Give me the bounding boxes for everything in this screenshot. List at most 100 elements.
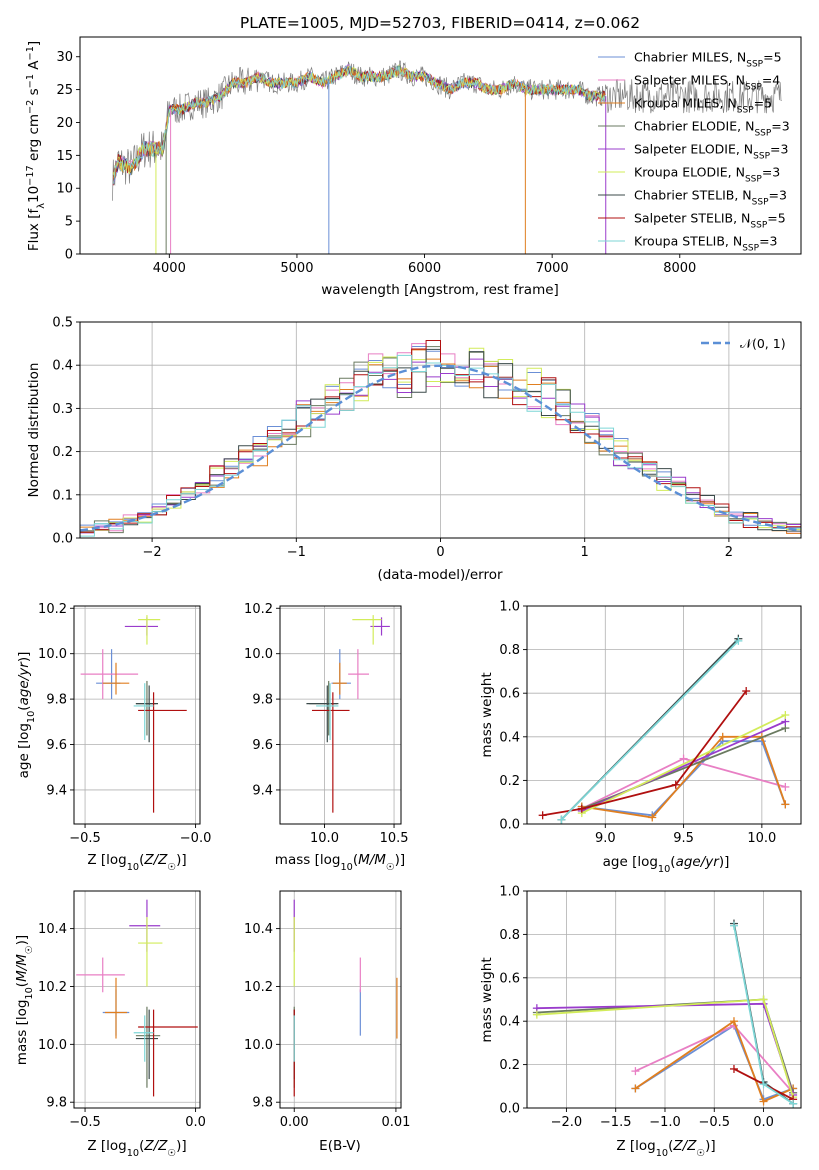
mass-weight-line — [581, 714, 786, 814]
y-tick-label: 0.3 — [52, 402, 73, 417]
y-tick-label: 30 — [56, 50, 73, 65]
y-tick-label: 10.4 — [244, 922, 273, 937]
age-vs-metallicity-panel: −0.5 −0.0 9.4 9.6 9.8 10.0 10.2 — [38, 602, 211, 846]
model-spectrum-line — [112, 65, 606, 181]
plot-area — [532, 919, 798, 1108]
model-spectrum-line — [112, 65, 606, 184]
y-tick-label: 10.0 — [38, 1038, 67, 1053]
x-tick-label: 2 — [725, 545, 733, 560]
y-tick-label: 0.8 — [499, 643, 520, 658]
y-tick-label: 0.4 — [499, 1015, 520, 1030]
weight-vs-metallicity-panel: −2.0 −1.5 −1.0 −0.5 0.0 0.0 0.2 0.4 0.6 0.8 1.0 — [499, 885, 802, 1130]
axes-frame — [73, 605, 201, 825]
plot-area — [112, 60, 782, 254]
y-tick-label: 9.6 — [252, 738, 273, 753]
x-tick-label: −0.0 — [180, 831, 212, 846]
mass-weight-line — [542, 690, 747, 817]
axes-frame — [73, 890, 201, 1109]
y-tick-label: 0.4 — [499, 730, 520, 745]
plot-area — [76, 899, 198, 1097]
y-axis-label: mass weight — [479, 957, 495, 1042]
x-tick-label: −2.0 — [551, 1115, 583, 1130]
y-tick-label: 10.2 — [244, 602, 273, 617]
legend-label: Kroupa STELIB, NSSP=3 — [634, 234, 778, 254]
y-tick-label: 0.4 — [52, 359, 73, 374]
y-tick-label: 9.8 — [252, 693, 273, 708]
plot-area — [80, 615, 187, 813]
legend-label: Chabrier ELODIE, NSSP=3 — [634, 119, 790, 139]
mass-weight-line — [634, 1019, 794, 1103]
legend-label: Chabrier STELIB, NSSP=3 — [634, 188, 787, 208]
y-tick-label: 10.2 — [38, 980, 67, 995]
y-axis-label: age [log10(age/yr)] — [16, 652, 37, 779]
y-tick-label: 9.4 — [252, 783, 273, 798]
legend-label: 𝒩(0, 1) — [740, 336, 786, 351]
y-axis-label: mass weight — [479, 672, 495, 757]
y-tick-label: 15 — [56, 149, 73, 164]
x-axis-label: (data-model)/error — [377, 567, 503, 583]
axes-frame — [526, 605, 802, 825]
legend-label: Salpeter ELODIE, NSSP=3 — [634, 142, 788, 162]
x-tick-label: 9.0 — [595, 831, 616, 846]
legend-label: Kroupa ELODIE, NSSP=3 — [634, 165, 780, 185]
spectrum-legend: Chabrier MILES, NSSP=5 Salpeter MILES, NS… — [598, 50, 790, 254]
plot-area — [80, 339, 801, 538]
x-axis-label: mass [log10(M/M☉)] — [275, 852, 405, 873]
axes-frame — [279, 605, 402, 825]
mass-vs-extinction-panel: 0.00 0.01 9.8 10.0 10.2 10.4 — [244, 890, 410, 1130]
y-tick-label: 20 — [56, 116, 73, 131]
x-tick-label: −2 — [143, 545, 162, 560]
y-tick-label: 0.0 — [499, 818, 520, 833]
x-tick-label: 5000 — [280, 261, 313, 276]
x-axis-label: Z [log10(Z/Z☉)] — [616, 1138, 715, 1159]
y-tick-label: 1.0 — [499, 600, 520, 615]
y-tick-label: 0.6 — [499, 971, 520, 986]
x-tick-label: 7000 — [536, 261, 569, 276]
x-tick-label: −1.5 — [600, 1115, 632, 1130]
spectrum-panel: 4000 5000 6000 7000 8000 0 5 10 15 20 25 30 — [56, 36, 802, 276]
y-tick-label: 9.8 — [252, 1096, 273, 1111]
x-tick-label: −0.5 — [69, 831, 101, 846]
y-tick-label: 0.8 — [499, 928, 520, 943]
y-axis-label: Normed distribution — [26, 363, 42, 498]
y-tick-label: 0.2 — [499, 774, 520, 789]
y-tick-label: 0.5 — [52, 316, 73, 331]
x-tick-label: 0 — [436, 545, 444, 560]
age-vs-mass-panel: 10.0 10.5 9.4 9.6 9.8 10.0 10.2 — [244, 602, 408, 846]
normal-curve — [80, 364, 801, 532]
mass-weight-line — [560, 640, 740, 821]
chart-title: PLATE=1005, MJD=52703, FIBERID=0414, z=0… — [240, 14, 640, 32]
weight-vs-age-panel: 9.0 9.5 10.0 0.0 0.2 0.4 0.6 0.8 1.0 — [499, 600, 802, 846]
y-tick-label: 0.0 — [52, 532, 73, 547]
y-tick-label: 1.0 — [499, 885, 520, 900]
x-tick-label: −1.0 — [649, 1115, 681, 1130]
legend-label: Chabrier MILES, NSSP=5 — [634, 50, 782, 70]
x-axis-label: Z [log10(Z/Z☉)] — [87, 1138, 186, 1159]
x-axis-label: wavelength [Angstrom, rest frame] — [321, 282, 559, 298]
y-tick-label: 10.0 — [244, 647, 273, 662]
y-tick-label: 0 — [65, 248, 73, 263]
y-tick-label: 10.2 — [244, 980, 273, 995]
y-tick-label: 25 — [56, 83, 73, 98]
legend-label: Salpeter STELIB, NSSP=5 — [634, 211, 786, 231]
y-tick-label: 0.0 — [499, 1102, 520, 1117]
x-axis-label: Z [log10(Z/Z☉)] — [87, 852, 186, 873]
x-tick-label: −1 — [287, 545, 306, 560]
legend-label: Salpeter MILES, NSSP=4 — [634, 73, 780, 93]
axes-frame — [526, 890, 802, 1109]
x-axis-label: age [log10(age/yr)] — [603, 854, 730, 875]
x-tick-label: 10.0 — [747, 831, 776, 846]
y-tick-label: 10.2 — [38, 602, 67, 617]
y-tick-label: 10.4 — [38, 922, 67, 937]
x-tick-label: 1 — [581, 545, 589, 560]
y-tick-label: 9.8 — [46, 1096, 67, 1111]
axes-frame — [79, 36, 802, 255]
legend-label: Kroupa MILES, NSSP=5 — [634, 96, 772, 116]
x-tick-label: 0.00 — [280, 1115, 309, 1130]
residual-histogram — [80, 354, 801, 538]
y-tick-label: 0.2 — [52, 445, 73, 460]
model-spectrum-line — [112, 66, 606, 179]
y-tick-label: 9.4 — [46, 783, 67, 798]
x-tick-label: 4000 — [153, 261, 186, 276]
